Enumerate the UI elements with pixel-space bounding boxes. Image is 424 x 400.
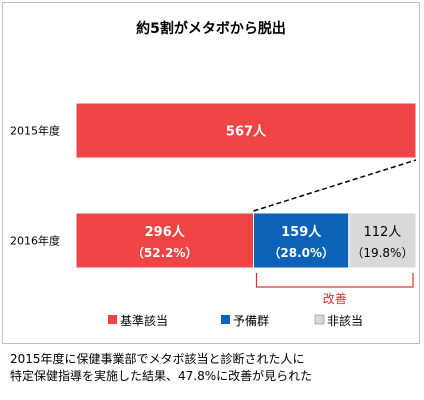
data-sublabel: （28.0%） xyxy=(268,245,334,260)
data-label: 159人 xyxy=(281,224,322,240)
bar-segment xyxy=(348,212,417,269)
data-label: 112人 xyxy=(363,225,401,240)
legend-label: 基準該当 xyxy=(120,313,168,328)
chart-title: 約5割がメタボから脱出 xyxy=(136,20,286,37)
data-label: 567人 xyxy=(226,124,267,140)
legend-swatch xyxy=(108,315,117,324)
chart: 約5割がメタボから脱出 2015年度 2016年度 567人 296人 （52.2%）… xyxy=(10,20,417,328)
category-label: 2016年度 xyxy=(10,234,60,248)
dashed-connector xyxy=(253,159,417,212)
legend-label: 予備群 xyxy=(233,313,269,328)
data-sublabel: （52.2%） xyxy=(132,245,198,260)
legend-label: 非該当 xyxy=(327,313,363,328)
improvement-bracket xyxy=(255,273,414,288)
data-sublabel: （19.8%） xyxy=(351,246,413,260)
chart-frame: 約5割がメタボから脱出 2015年度 2016年度 567人 296人 （52.2%）… xyxy=(2,2,420,344)
data-label: 296人 xyxy=(145,224,186,240)
caption-line-2: 特定保健指導を実施した結果、47.8%に改善が見られた xyxy=(10,369,313,383)
caption-line-1: 2015年度に保健事業部でメタボ該当と診断された人に xyxy=(10,352,305,366)
legend-swatch xyxy=(221,315,230,324)
bar-segment xyxy=(75,102,417,159)
caption: 2015年度に保健事業部でメタボ該当と診断された人に 特定保健指導を実施した結果… xyxy=(10,351,420,385)
category-label: 2015年度 xyxy=(10,124,60,138)
improvement-label: 改善 xyxy=(323,291,347,306)
legend-swatch xyxy=(314,314,325,325)
bar-segment xyxy=(75,212,254,269)
bar-segment xyxy=(253,212,350,269)
